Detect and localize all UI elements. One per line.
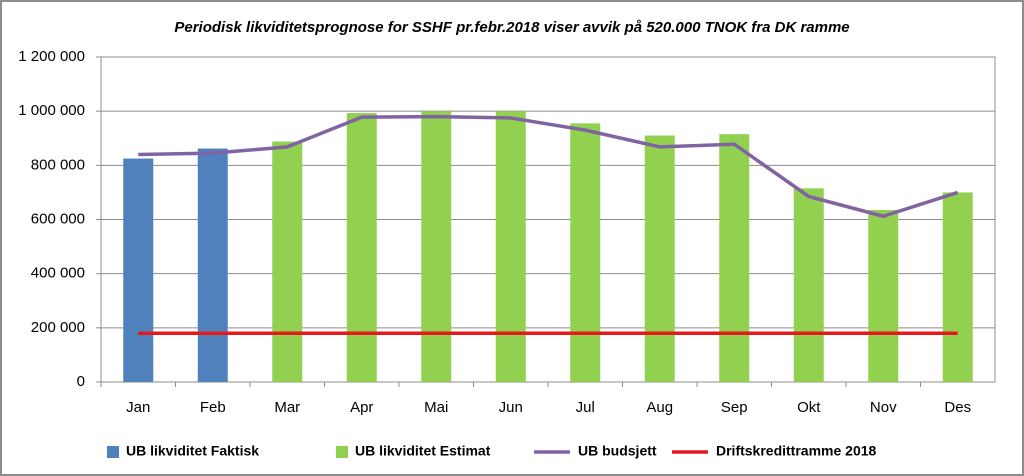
y-tick-label: 0 (77, 373, 85, 390)
x-tick-label: Apr (350, 399, 373, 416)
bar (942, 192, 973, 382)
chart-title: Periodisk likviditetsprognose for SSHF p… (174, 19, 849, 36)
y-tick-label: 1 200 000 (18, 48, 85, 65)
x-tick-label: Sep (721, 399, 748, 416)
x-tick-label: Mar (274, 399, 300, 416)
legend-swatch (107, 446, 119, 458)
legend-text: Driftskredittramme 2018 (716, 443, 877, 459)
x-tick-label: Nov (870, 399, 897, 416)
y-tick-label: 1 000 000 (18, 102, 85, 119)
x-tick-label: Jul (576, 399, 595, 416)
x-tick-label: Jan (126, 399, 150, 416)
legend-text: UB budsjett (578, 443, 657, 459)
y-tick-label: 400 000 (31, 265, 85, 282)
y-tick-label: 800 000 (31, 156, 85, 173)
x-tick-label: Feb (200, 399, 226, 416)
bar (197, 148, 228, 382)
x-tick-label: Aug (646, 399, 673, 416)
x-tick-label: Mai (424, 399, 448, 416)
line (138, 114, 959, 219)
bar (868, 210, 899, 382)
bar (719, 134, 750, 382)
bar (123, 158, 154, 382)
bar (495, 111, 526, 383)
bar (421, 111, 452, 383)
y-tick-label: 200 000 (31, 319, 85, 336)
x-tick-label: Des (944, 399, 971, 416)
x-tick-label: Okt (797, 399, 821, 416)
bar (346, 113, 377, 382)
legend-swatch (336, 446, 348, 458)
x-tick-label: Jun (499, 399, 523, 416)
legend-text: UB likviditet Estimat (355, 443, 491, 459)
bar (570, 123, 601, 383)
legend-text: UB likviditet Faktisk (126, 443, 259, 459)
bar (793, 188, 824, 382)
bar (644, 135, 675, 382)
bar (272, 141, 303, 382)
y-tick-label: 600 000 (31, 210, 85, 227)
